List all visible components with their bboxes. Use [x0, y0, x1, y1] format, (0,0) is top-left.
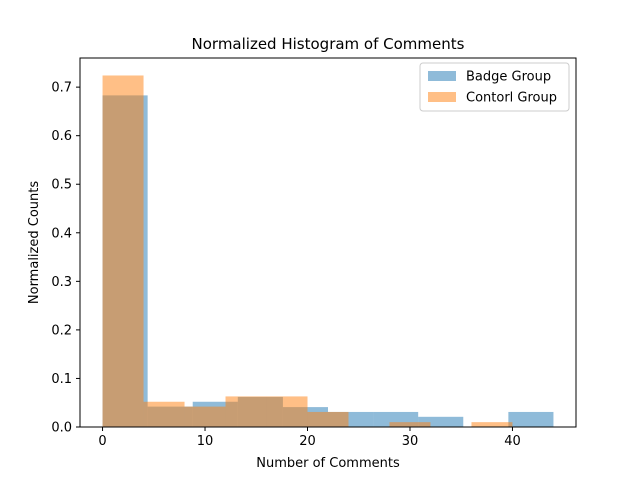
- legend-swatch-0: [428, 71, 456, 81]
- bar-series1-bin1: [143, 401, 185, 427]
- x-tick-label: 0: [98, 434, 106, 449]
- bar-series1-bin9: [471, 422, 513, 427]
- legend-swatch-1: [428, 92, 456, 102]
- chart-title: Normalized Histogram of Comments: [192, 35, 465, 53]
- legend-label-0: Badge Group: [466, 70, 551, 85]
- y-axis: 0.0 0.1 0.2 0.3 0.4 0.5 0.6 0.7: [51, 81, 80, 436]
- x-tick-label: 30: [402, 434, 419, 449]
- bar-series0-bin9: [508, 411, 554, 427]
- x-tick-label: 40: [504, 434, 521, 449]
- x-tick-label: 20: [299, 434, 316, 449]
- y-axis-label: Normalized Counts: [27, 181, 42, 304]
- legend-label-1: Contorl Group: [466, 91, 557, 106]
- bar-series1-bin2: [184, 406, 226, 427]
- plot-frame: [79, 57, 577, 428]
- bar-series1-bin7: [389, 422, 431, 427]
- bar-series1-bin3: [225, 396, 267, 427]
- bar-series1-bin4: [266, 396, 308, 427]
- y-tick-label: 0.7: [51, 81, 72, 96]
- x-tick-label: 10: [197, 434, 214, 449]
- y-tick-label: 0.3: [51, 275, 72, 290]
- legend-box: [419, 62, 570, 112]
- bar-series0-bin7: [418, 416, 464, 427]
- bar-series1-bin5: [307, 411, 349, 427]
- x-axis: 0 10 20 30 40: [98, 427, 521, 449]
- y-tick-label: 0.5: [51, 178, 72, 193]
- y-tick-label: 0.4: [51, 226, 72, 241]
- bars-layer: [102, 75, 554, 428]
- y-tick-label: 0.6: [51, 129, 72, 144]
- bar-series1-bin0: [102, 75, 144, 428]
- y-tick-label: 0.0: [51, 421, 72, 436]
- legend: Badge Group Contorl Group: [419, 62, 570, 112]
- y-tick-label: 0.2: [51, 323, 72, 338]
- y-tick-label: 0.1: [51, 372, 72, 387]
- x-axis-label: Number of Comments: [256, 456, 400, 471]
